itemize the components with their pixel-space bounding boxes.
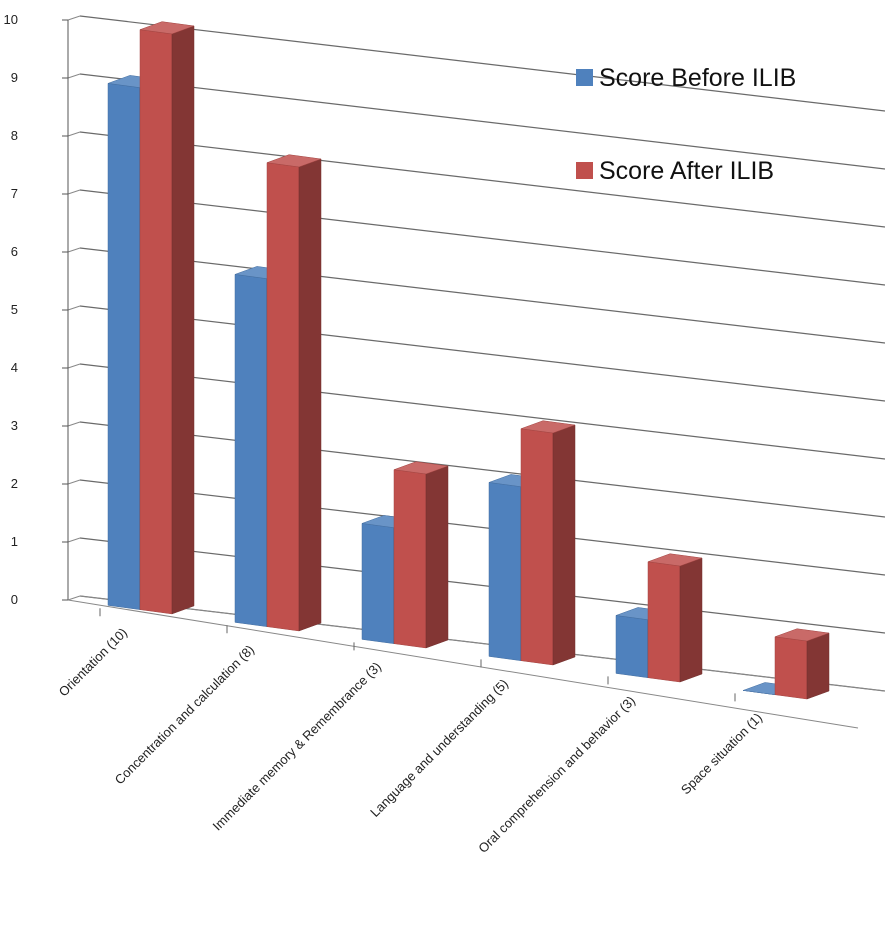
gridline-stub xyxy=(67,537,81,543)
gridline xyxy=(79,537,885,634)
gridline-stub xyxy=(67,189,81,195)
y-tick-label: 9 xyxy=(11,70,18,85)
gridline xyxy=(79,189,885,286)
bar-after-0 xyxy=(139,21,195,615)
gridline-stub xyxy=(67,305,81,311)
legend-swatch xyxy=(576,162,593,179)
y-tick-label: 0 xyxy=(11,592,18,607)
floor-back-edge xyxy=(79,595,885,692)
gridline-stub xyxy=(67,131,81,137)
gridline xyxy=(79,305,885,402)
gridline xyxy=(79,73,885,170)
x-tick-label: Space situation (1) xyxy=(678,710,765,797)
y-tick-label: 7 xyxy=(11,186,18,201)
x-tick-label: Oral comprehension and behavior (3) xyxy=(475,693,638,856)
gridline xyxy=(79,363,885,460)
y-tick-label: 2 xyxy=(11,476,18,491)
gridline-stub xyxy=(67,363,81,369)
x-tick-label: Concentration and calculation (8) xyxy=(112,642,258,788)
gridline-stub xyxy=(67,595,81,601)
gridline xyxy=(79,421,885,518)
y-tick-label: 4 xyxy=(11,360,18,375)
gridline xyxy=(79,247,885,344)
x-axis xyxy=(67,599,859,729)
legend: Score Before ILIB Score After ILIB xyxy=(576,64,796,185)
gridline-stub xyxy=(67,421,81,427)
x-tick-label: Orientation (10) xyxy=(56,625,130,699)
axes xyxy=(62,19,885,729)
y-tick-label: 10 xyxy=(4,12,18,27)
bar-after-1 xyxy=(266,154,322,632)
legend-label: Score Before ILIB xyxy=(599,64,796,92)
y-tick-label: 3 xyxy=(11,418,18,433)
bar-after-3 xyxy=(520,420,576,666)
bars xyxy=(107,21,830,700)
y-tick-label: 8 xyxy=(11,128,18,143)
legend-swatch xyxy=(576,69,593,86)
legend-item-before: Score Before ILIB xyxy=(576,64,796,92)
bar-after-4 xyxy=(647,553,703,683)
bar-after-5 xyxy=(774,628,830,700)
legend-label: Score After ILIB xyxy=(599,157,774,185)
x-tick-label: Immediate memory & Remembrance (3) xyxy=(210,659,385,834)
gridline-stub xyxy=(67,479,81,485)
gridline-stub xyxy=(67,247,81,253)
gridline-stub xyxy=(67,15,81,21)
y-tick-label: 5 xyxy=(11,302,18,317)
gridline xyxy=(79,131,885,228)
y-tick-label: 6 xyxy=(11,244,18,259)
gridline xyxy=(79,15,885,112)
legend-item-after: Score After ILIB xyxy=(576,157,774,185)
y-tick-label: 1 xyxy=(11,534,18,549)
gridline xyxy=(79,479,885,576)
gridlines xyxy=(67,15,885,692)
gridline-stub xyxy=(67,73,81,79)
x-tick-label: Language and understanding (5) xyxy=(367,676,511,820)
bar-after-2 xyxy=(393,461,449,649)
